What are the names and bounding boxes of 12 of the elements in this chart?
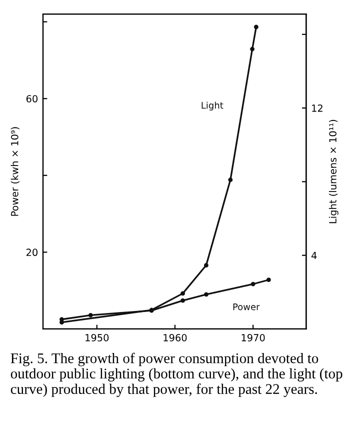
y2-axis-title: Light (lumens × 10¹¹) bbox=[328, 120, 338, 224]
x-tick-label: 1950 bbox=[86, 334, 109, 342]
y-tick-label: 60 bbox=[26, 95, 38, 102]
y2-tick-label: 4 bbox=[311, 252, 317, 260]
text: Light bbox=[202, 102, 224, 110]
y-axis-title: Power (kwh × 10⁹) bbox=[10, 127, 20, 216]
series-label: Power bbox=[233, 304, 260, 310]
y-tick-label: 20 bbox=[26, 248, 38, 256]
caption: Fig. 5. The growth of power consumption devoted to outdoor public lighting (bottom curve), and the light (top curve) produced by that power, for the past 22 years. bbox=[10, 352, 342, 397]
x-tick-label: 1960 bbox=[164, 334, 187, 342]
y2-tick-label: 12 bbox=[312, 104, 322, 112]
x-tick-label: 1970 bbox=[242, 334, 265, 342]
